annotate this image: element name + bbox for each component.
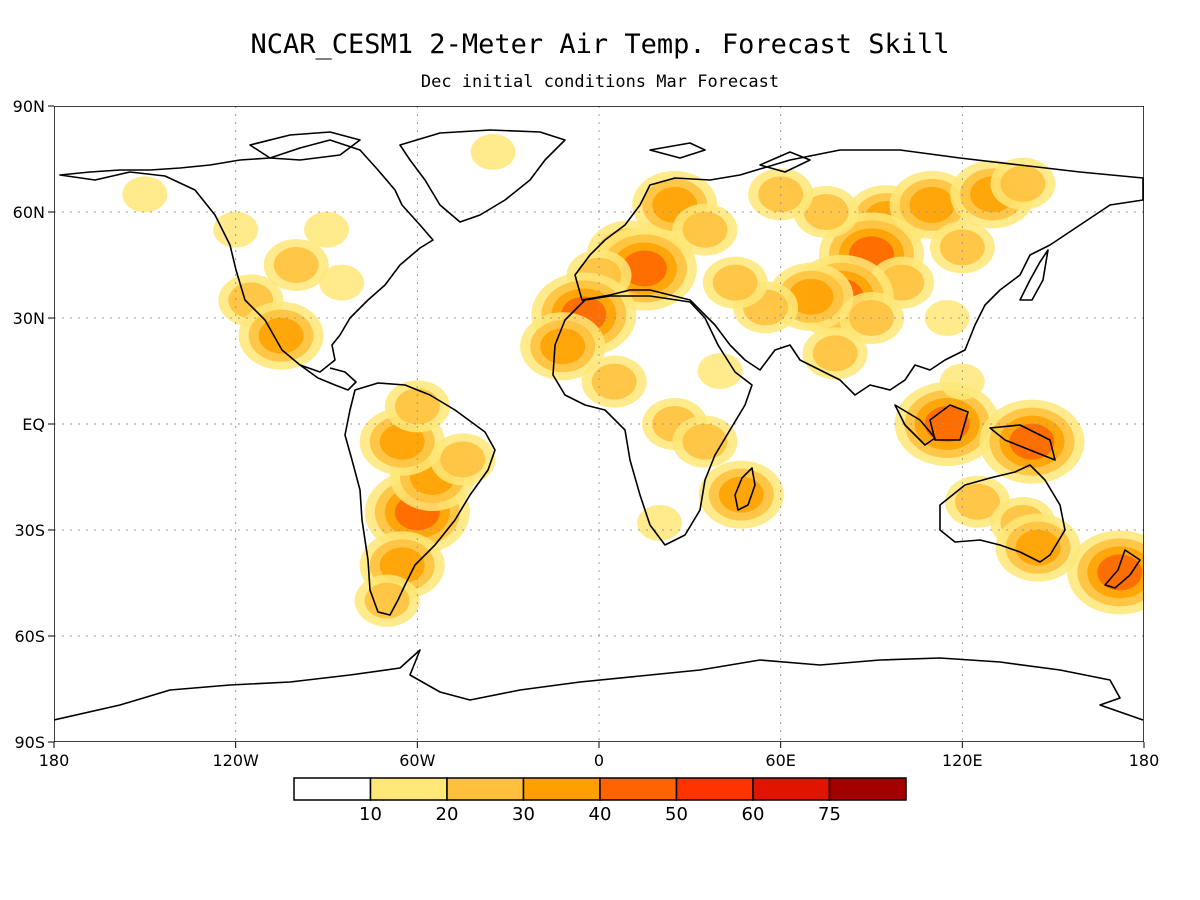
skill-region-35-level-3 <box>379 547 425 584</box>
skill-region-51-level-1 <box>939 363 985 400</box>
lat-tick-label: 60N <box>13 203 45 222</box>
skill-region-21-level-2 <box>682 211 728 248</box>
coastline-eurasia <box>574 149 1144 396</box>
coastline-antarctica <box>54 649 1144 721</box>
lat-tick-label: 90N <box>13 97 45 116</box>
coastlines <box>54 129 1144 721</box>
skill-region-24-level-2 <box>591 363 637 400</box>
colorbar-swatch-6 <box>752 777 831 801</box>
skill-region-10-level-3 <box>788 278 834 315</box>
lat-tick-label: EQ <box>22 415 45 434</box>
colorbar-swatch-4 <box>599 777 678 801</box>
lon-tick-label: 60W <box>399 751 435 770</box>
skill-region-36-level-2 <box>364 582 410 619</box>
skill-region-50-level-4 <box>1097 554 1143 591</box>
lat-tick-label: 30N <box>13 309 45 328</box>
lat-tick-label: 30S <box>14 521 45 540</box>
coastline-new-zealand <box>1104 549 1141 589</box>
coastline-australia <box>939 464 1066 563</box>
skill-region-33-level-2 <box>394 388 440 425</box>
colorbar-swatch-2 <box>446 777 525 801</box>
skill-region-43-level-1 <box>122 176 168 213</box>
map-area <box>54 106 1144 742</box>
skill-region-27-level-3 <box>718 476 764 513</box>
coastline-arctic-islands <box>249 131 811 173</box>
colorbar-level-label: 10 <box>359 804 382 825</box>
gridlines <box>54 106 1144 742</box>
coastline-japan <box>1019 249 1049 301</box>
colorbar: 10 20 30 40 50 60 75 <box>293 777 907 825</box>
longitude-tick-labels: 180 120W 60W 0 60E 120E 180 <box>39 742 1160 770</box>
skill-region-34-level-2 <box>440 441 486 478</box>
skill-region-2-level-3 <box>909 186 955 223</box>
skill-region-46-level-4 <box>1009 423 1055 460</box>
coastline-africa <box>552 295 753 546</box>
skill-region-19-level-4 <box>621 250 667 287</box>
skill-region-39-level-3 <box>258 317 304 354</box>
colorbar-swatch-0 <box>293 777 372 801</box>
skill-region-26-level-2 <box>682 423 728 460</box>
skill-shading <box>122 133 1144 627</box>
colorbar-level-label: 20 <box>436 804 459 825</box>
coastline-indonesia <box>894 404 1056 461</box>
coastline-madagascar <box>734 467 756 511</box>
colorbar-swatch-5 <box>675 777 754 801</box>
coastline-south-america <box>344 382 496 616</box>
skill-region-41-level-1 <box>213 211 259 248</box>
colorbar-level-label: 40 <box>589 804 612 825</box>
coastline-north-america <box>59 139 434 373</box>
coastline-central-america <box>299 364 357 391</box>
skill-region-28-level-1 <box>637 504 683 541</box>
skill-region-44-level-1 <box>470 133 516 170</box>
skill-region-42-level-1 <box>304 211 349 248</box>
lon-tick-label: 180 <box>1129 751 1160 770</box>
lon-tick-label: 60E <box>765 751 795 770</box>
skill-region-37-level-2 <box>273 247 319 283</box>
colorbar-swatch-7 <box>828 777 907 801</box>
figure-subtitle: Dec initial conditions Mar Forecast <box>421 72 779 92</box>
skill-region-14-level-1 <box>924 300 970 336</box>
skill-region-4-level-2 <box>803 194 849 230</box>
colorbar-swatch-3 <box>522 777 601 801</box>
skill-region-23-level-3 <box>540 328 586 365</box>
colorbar-level-label: 50 <box>665 804 688 825</box>
lat-tick-label: 90S <box>14 733 45 752</box>
figure-title: NCAR_CESM1 2-Meter Air Temp. Forecast Sk… <box>251 29 950 60</box>
skill-region-6-level-2 <box>939 229 985 266</box>
colorbar-level-label: 60 <box>742 804 765 825</box>
lon-tick-label: 120W <box>212 751 259 770</box>
colorbar-level-label: 30 <box>512 804 535 825</box>
lon-tick-label: 120E <box>942 751 983 770</box>
skill-region-15-level-2 <box>812 335 858 372</box>
colorbar-level-label: 75 <box>818 804 841 825</box>
lon-tick-label: 180 <box>39 751 70 770</box>
lat-tick-label: 60S <box>14 627 45 646</box>
coastline-greenland <box>399 129 566 223</box>
latitude-tick-labels: 90N 60N 30N EQ 30S 60S 90S <box>13 97 54 752</box>
colorbar-swatch-1 <box>369 777 448 801</box>
skill-region-47-level-2 <box>954 483 1000 520</box>
skill-region-13-level-2 <box>712 264 758 301</box>
lon-tick-label: 0 <box>594 751 604 770</box>
skill-region-32-level-3 <box>379 423 425 460</box>
skill-region-40-level-1 <box>319 264 365 301</box>
skill-region-29-level-1 <box>697 353 743 389</box>
skill-region-7-level-2 <box>1000 165 1046 202</box>
skill-region-49-level-3 <box>1015 529 1061 566</box>
